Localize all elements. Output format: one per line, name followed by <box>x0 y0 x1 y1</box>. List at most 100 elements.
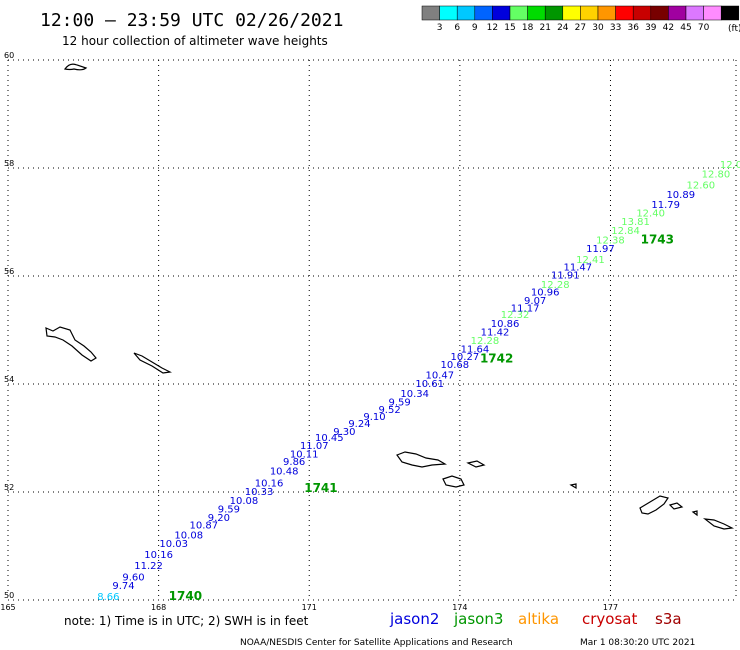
colorbar-swatch <box>492 5 511 21</box>
island-rat-icon <box>668 502 684 510</box>
colorbar-swatch <box>597 5 616 21</box>
lon-tick-label: 165 <box>0 603 15 612</box>
wave-height-label: 10.33 <box>245 487 274 498</box>
wave-height-label: 10.68 <box>441 360 470 371</box>
colorbar-unit: (ft) <box>728 24 740 34</box>
wave-height-label: 10.48 <box>270 467 299 478</box>
colorbar-label: 27 <box>575 23 586 33</box>
colorbar-swatch <box>456 5 476 21</box>
island-small-2-icon <box>691 510 698 517</box>
satellite-name: altika <box>518 610 559 628</box>
wave-height-label: 9.20 <box>208 513 230 524</box>
wave-height-label: 11.97 <box>586 244 615 255</box>
colorbar-swatch <box>632 5 652 21</box>
wave-height-label: 12.41 <box>576 255 605 266</box>
wave-height-label: 8.66 <box>97 592 119 603</box>
wave-height-label: 10.45 <box>315 433 344 444</box>
colorbar-label: 6 <box>454 23 460 33</box>
wave-height-readings: 8.669.749.6011.2210.1610.0310.0810.879.2… <box>97 160 740 603</box>
lon-tick-label: 174 <box>452 603 467 612</box>
colorbar-label: 24 <box>557 23 569 33</box>
wave-height-label: 10.87 <box>189 521 218 532</box>
page-subtitle: 12 hour collection of altimeter wave hei… <box>62 34 328 48</box>
pass-time-label: 1743 <box>641 233 674 247</box>
page-title: 12:00 – 23:59 UTC 02/26/2021 <box>40 10 343 31</box>
wave-height-label: 12.0 <box>720 160 740 171</box>
colorbar-swatch <box>668 5 687 21</box>
island-attu-icon <box>63 63 88 71</box>
colorbar-label: 12 <box>487 23 498 33</box>
wave-height-label: 9.86 <box>283 457 305 468</box>
pass-time-label: 1740 <box>169 589 202 603</box>
wave-height-label: 9.59 <box>218 505 240 516</box>
colorbar-swatch <box>703 5 722 21</box>
lat-tick-label: 52 <box>4 483 14 492</box>
wave-height-label: 11.64 <box>461 345 490 356</box>
wave-height-label: 10.61 <box>415 379 444 390</box>
colorbar-swatch <box>544 5 564 21</box>
satellite-name: jason3 <box>453 610 503 628</box>
island-shemya-icon <box>466 460 486 468</box>
wave-height-label: 9.10 <box>363 412 385 423</box>
wave-height-label: 11.07 <box>300 441 329 452</box>
satellite-name: jason2 <box>389 610 439 628</box>
wave-height-label: 11.42 <box>481 327 510 338</box>
map-gridlines <box>7 59 737 601</box>
colorbar-swatch <box>720 5 740 21</box>
colorbar-label: 3 <box>437 23 443 33</box>
wave-height-label: 9.07 <box>524 296 546 307</box>
colorbar-label: 15 <box>504 23 515 33</box>
wave-height-label: 13.81 <box>621 217 650 228</box>
wave-height-label: 12.80 <box>702 170 731 181</box>
footer-timestamp: Mar 1 08:30:20 UTC 2021 <box>580 638 695 648</box>
wave-height-label: 12.84 <box>611 226 640 237</box>
satellite-legend: jason2 jason3 altika cryosat s3a <box>389 610 682 628</box>
island-medny-icon <box>133 352 172 374</box>
colorbar-label: 39 <box>645 23 657 33</box>
satellite-name: s3a <box>655 610 682 628</box>
footer-credit: NOAA/NESDIS Center for Satellite Applica… <box>240 638 513 648</box>
colorbar-swatch <box>650 5 669 21</box>
wave-height-label: 12.28 <box>471 336 500 347</box>
wave-height-label: 10.27 <box>451 352 480 363</box>
wave-height-label: 11.17 <box>511 304 540 315</box>
lat-tick-label: 50 <box>4 591 14 600</box>
wave-height-label: 10.86 <box>491 319 520 330</box>
wave-height-label: 10.96 <box>531 287 560 298</box>
wave-height-label: 11.47 <box>564 263 593 274</box>
wave-height-label: 11.91 <box>551 271 580 282</box>
coastline-islands <box>45 63 735 530</box>
wave-height-label: 10.08 <box>174 530 203 541</box>
wave-height-label: 10.11 <box>290 449 319 460</box>
colorbar-swatch <box>580 5 599 21</box>
island-attu-main-icon <box>396 451 447 468</box>
wave-height-label: 11.22 <box>134 561 163 572</box>
island-kiska-icon <box>639 495 669 515</box>
colorbar-swatch <box>685 5 704 21</box>
wave-height-label: 9.59 <box>388 398 410 409</box>
wave-height-label: 10.47 <box>425 371 454 382</box>
lon-tick-label: 177 <box>603 603 618 612</box>
wave-height-label: 10.34 <box>400 389 429 400</box>
colorbar-swatch <box>509 5 528 21</box>
wave-height-label: 10.16 <box>255 479 284 490</box>
wave-height-label: 11.79 <box>651 200 680 211</box>
footer-note: note: 1) Time is in UTC; 2) SWH is in fe… <box>64 614 309 628</box>
island-kommandorski-icon <box>45 326 97 362</box>
island-amchitka-icon <box>702 518 735 530</box>
wave-height-label: 12.28 <box>541 280 570 291</box>
wave-height-label: 12.60 <box>687 181 716 192</box>
colorbar-legend: 3 6 9 12 15 18 21 24 27 30 33 36 39 42 45 70 <box>421 5 740 33</box>
wave-height-label: 9.74 <box>112 581 134 592</box>
wave-height-label: 10.08 <box>230 496 259 507</box>
lat-tick-label: 60 <box>4 51 14 60</box>
wave-height-label: 10.16 <box>144 550 173 561</box>
colorbar-label: 30 <box>592 23 604 33</box>
colorbar-label: 70 <box>698 23 710 33</box>
lat-tick-label: 56 <box>4 267 14 276</box>
colorbar-swatch <box>474 5 493 21</box>
wave-height-label: 12.32 <box>501 310 530 321</box>
satellite-name: cryosat <box>582 610 637 628</box>
lat-tick-label: 58 <box>4 159 14 168</box>
